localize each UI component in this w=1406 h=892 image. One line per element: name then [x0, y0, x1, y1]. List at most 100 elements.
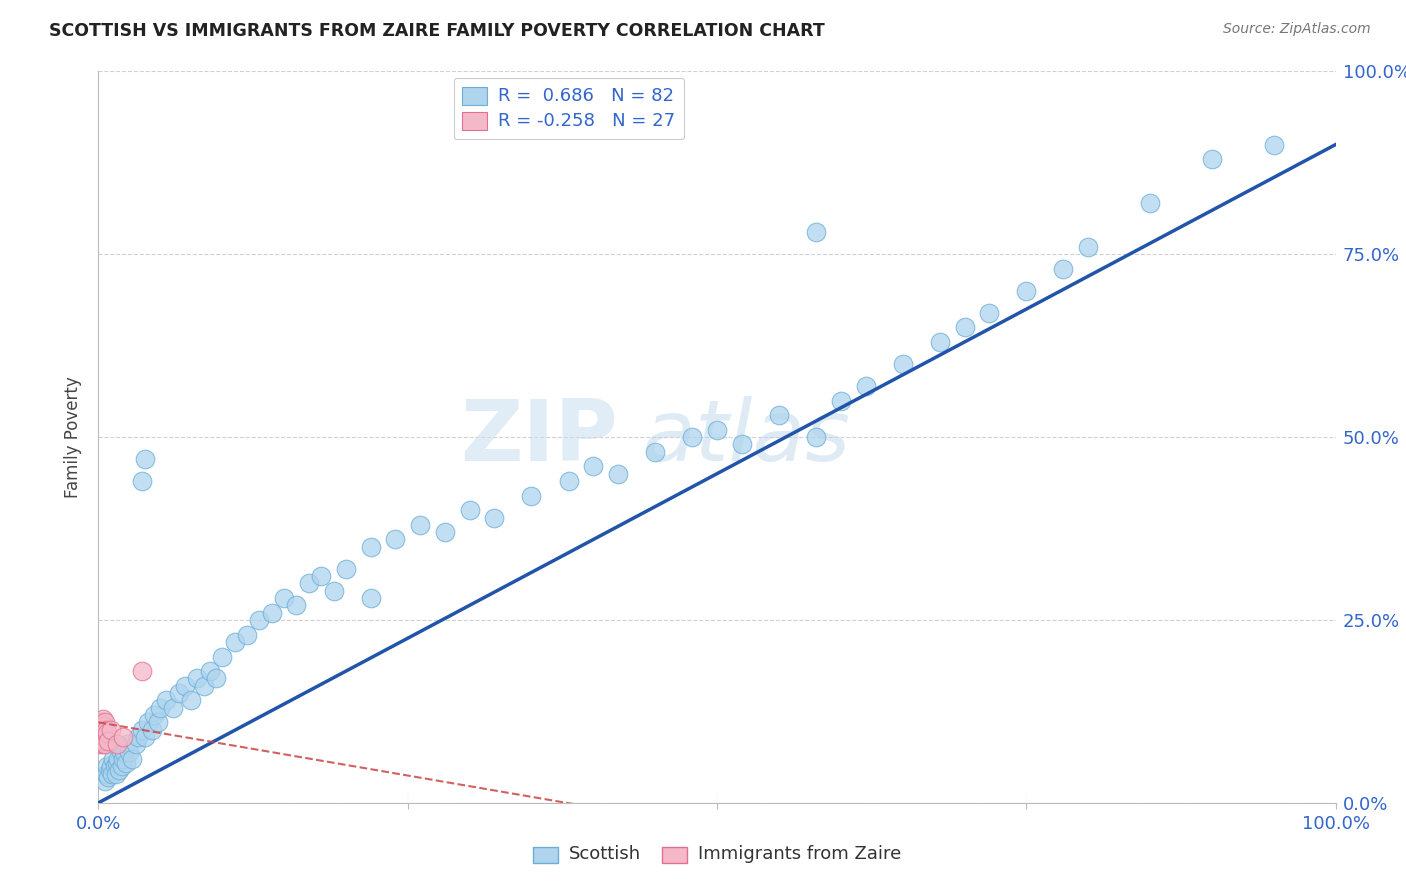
Point	[90, 730, 112, 744]
Point	[94, 737, 117, 751]
Point	[273, 591, 295, 605]
Point	[193, 679, 215, 693]
Point	[180, 693, 202, 707]
Point	[953, 320, 976, 334]
Point	[433, 525, 456, 540]
Point	[103, 752, 125, 766]
Point	[205, 672, 228, 686]
Point	[90, 723, 112, 737]
Point	[224, 635, 246, 649]
Text: ZIP: ZIP	[460, 395, 619, 479]
Point	[134, 730, 156, 744]
Point	[89, 723, 111, 737]
Point	[131, 664, 153, 678]
Point	[928, 334, 950, 349]
Point	[93, 733, 115, 747]
Point	[979, 306, 1001, 320]
Point	[91, 712, 114, 726]
Point	[644, 444, 666, 458]
Point	[93, 719, 115, 733]
Y-axis label: Family Poverty: Family Poverty	[65, 376, 83, 498]
Point	[146, 715, 169, 730]
Point	[105, 756, 128, 770]
Point	[124, 737, 146, 751]
Point	[731, 437, 754, 451]
Point	[162, 700, 184, 714]
Point	[1263, 137, 1285, 152]
Point	[97, 770, 120, 784]
Point	[131, 474, 153, 488]
Point	[100, 759, 122, 773]
Point	[131, 723, 153, 737]
Point	[89, 715, 111, 730]
Point	[1052, 261, 1074, 276]
Point	[1139, 196, 1161, 211]
Point	[706, 423, 728, 437]
Point	[96, 726, 118, 740]
Point	[134, 452, 156, 467]
Point	[247, 613, 270, 627]
Point	[143, 708, 166, 723]
Point	[804, 225, 827, 239]
Point	[90, 733, 112, 747]
Point	[155, 693, 177, 707]
Point	[1077, 240, 1099, 254]
Point	[100, 723, 122, 737]
Point	[108, 763, 131, 777]
Point	[681, 430, 703, 444]
Text: SCOTTISH VS IMMIGRANTS FROM ZAIRE FAMILY POVERTY CORRELATION CHART: SCOTTISH VS IMMIGRANTS FROM ZAIRE FAMILY…	[49, 22, 825, 40]
Point	[384, 533, 406, 547]
Point	[111, 759, 134, 773]
Point	[236, 627, 259, 641]
Point	[103, 759, 125, 773]
Point	[98, 763, 121, 777]
Point	[322, 583, 344, 598]
Point	[768, 408, 790, 422]
Point	[91, 723, 114, 737]
Legend: Scottish, Immigrants from Zaire: Scottish, Immigrants from Zaire	[527, 840, 907, 869]
Point	[520, 489, 543, 503]
Point	[112, 745, 135, 759]
Point	[91, 737, 114, 751]
Point	[101, 766, 124, 780]
Point	[211, 649, 233, 664]
Point	[582, 459, 605, 474]
Point	[127, 730, 149, 744]
Point	[360, 591, 382, 605]
Point	[94, 766, 117, 780]
Point	[115, 737, 138, 751]
Point	[121, 752, 143, 766]
Point	[557, 474, 579, 488]
Point	[104, 766, 127, 780]
Point	[141, 723, 163, 737]
Point	[309, 569, 332, 583]
Point	[90, 715, 112, 730]
Point	[107, 752, 129, 766]
Point	[360, 540, 382, 554]
Point	[91, 726, 114, 740]
Point	[118, 745, 141, 759]
Point	[96, 759, 118, 773]
Point	[110, 745, 132, 759]
Point	[458, 503, 481, 517]
Point	[607, 467, 630, 481]
Point	[409, 517, 432, 532]
Point	[93, 723, 115, 737]
Point	[89, 726, 111, 740]
Point	[1015, 284, 1038, 298]
Point	[114, 756, 136, 770]
Point	[1201, 152, 1223, 166]
Point	[804, 430, 827, 444]
Point	[891, 357, 914, 371]
Point	[93, 773, 115, 788]
Text: Source: ZipAtlas.com: Source: ZipAtlas.com	[1223, 22, 1371, 37]
Point	[198, 664, 221, 678]
Point	[335, 562, 357, 576]
Point	[174, 679, 197, 693]
Point	[112, 730, 135, 744]
Point	[94, 723, 117, 737]
Point	[149, 700, 172, 714]
Point	[186, 672, 208, 686]
Point	[89, 737, 111, 751]
Point	[167, 686, 190, 700]
